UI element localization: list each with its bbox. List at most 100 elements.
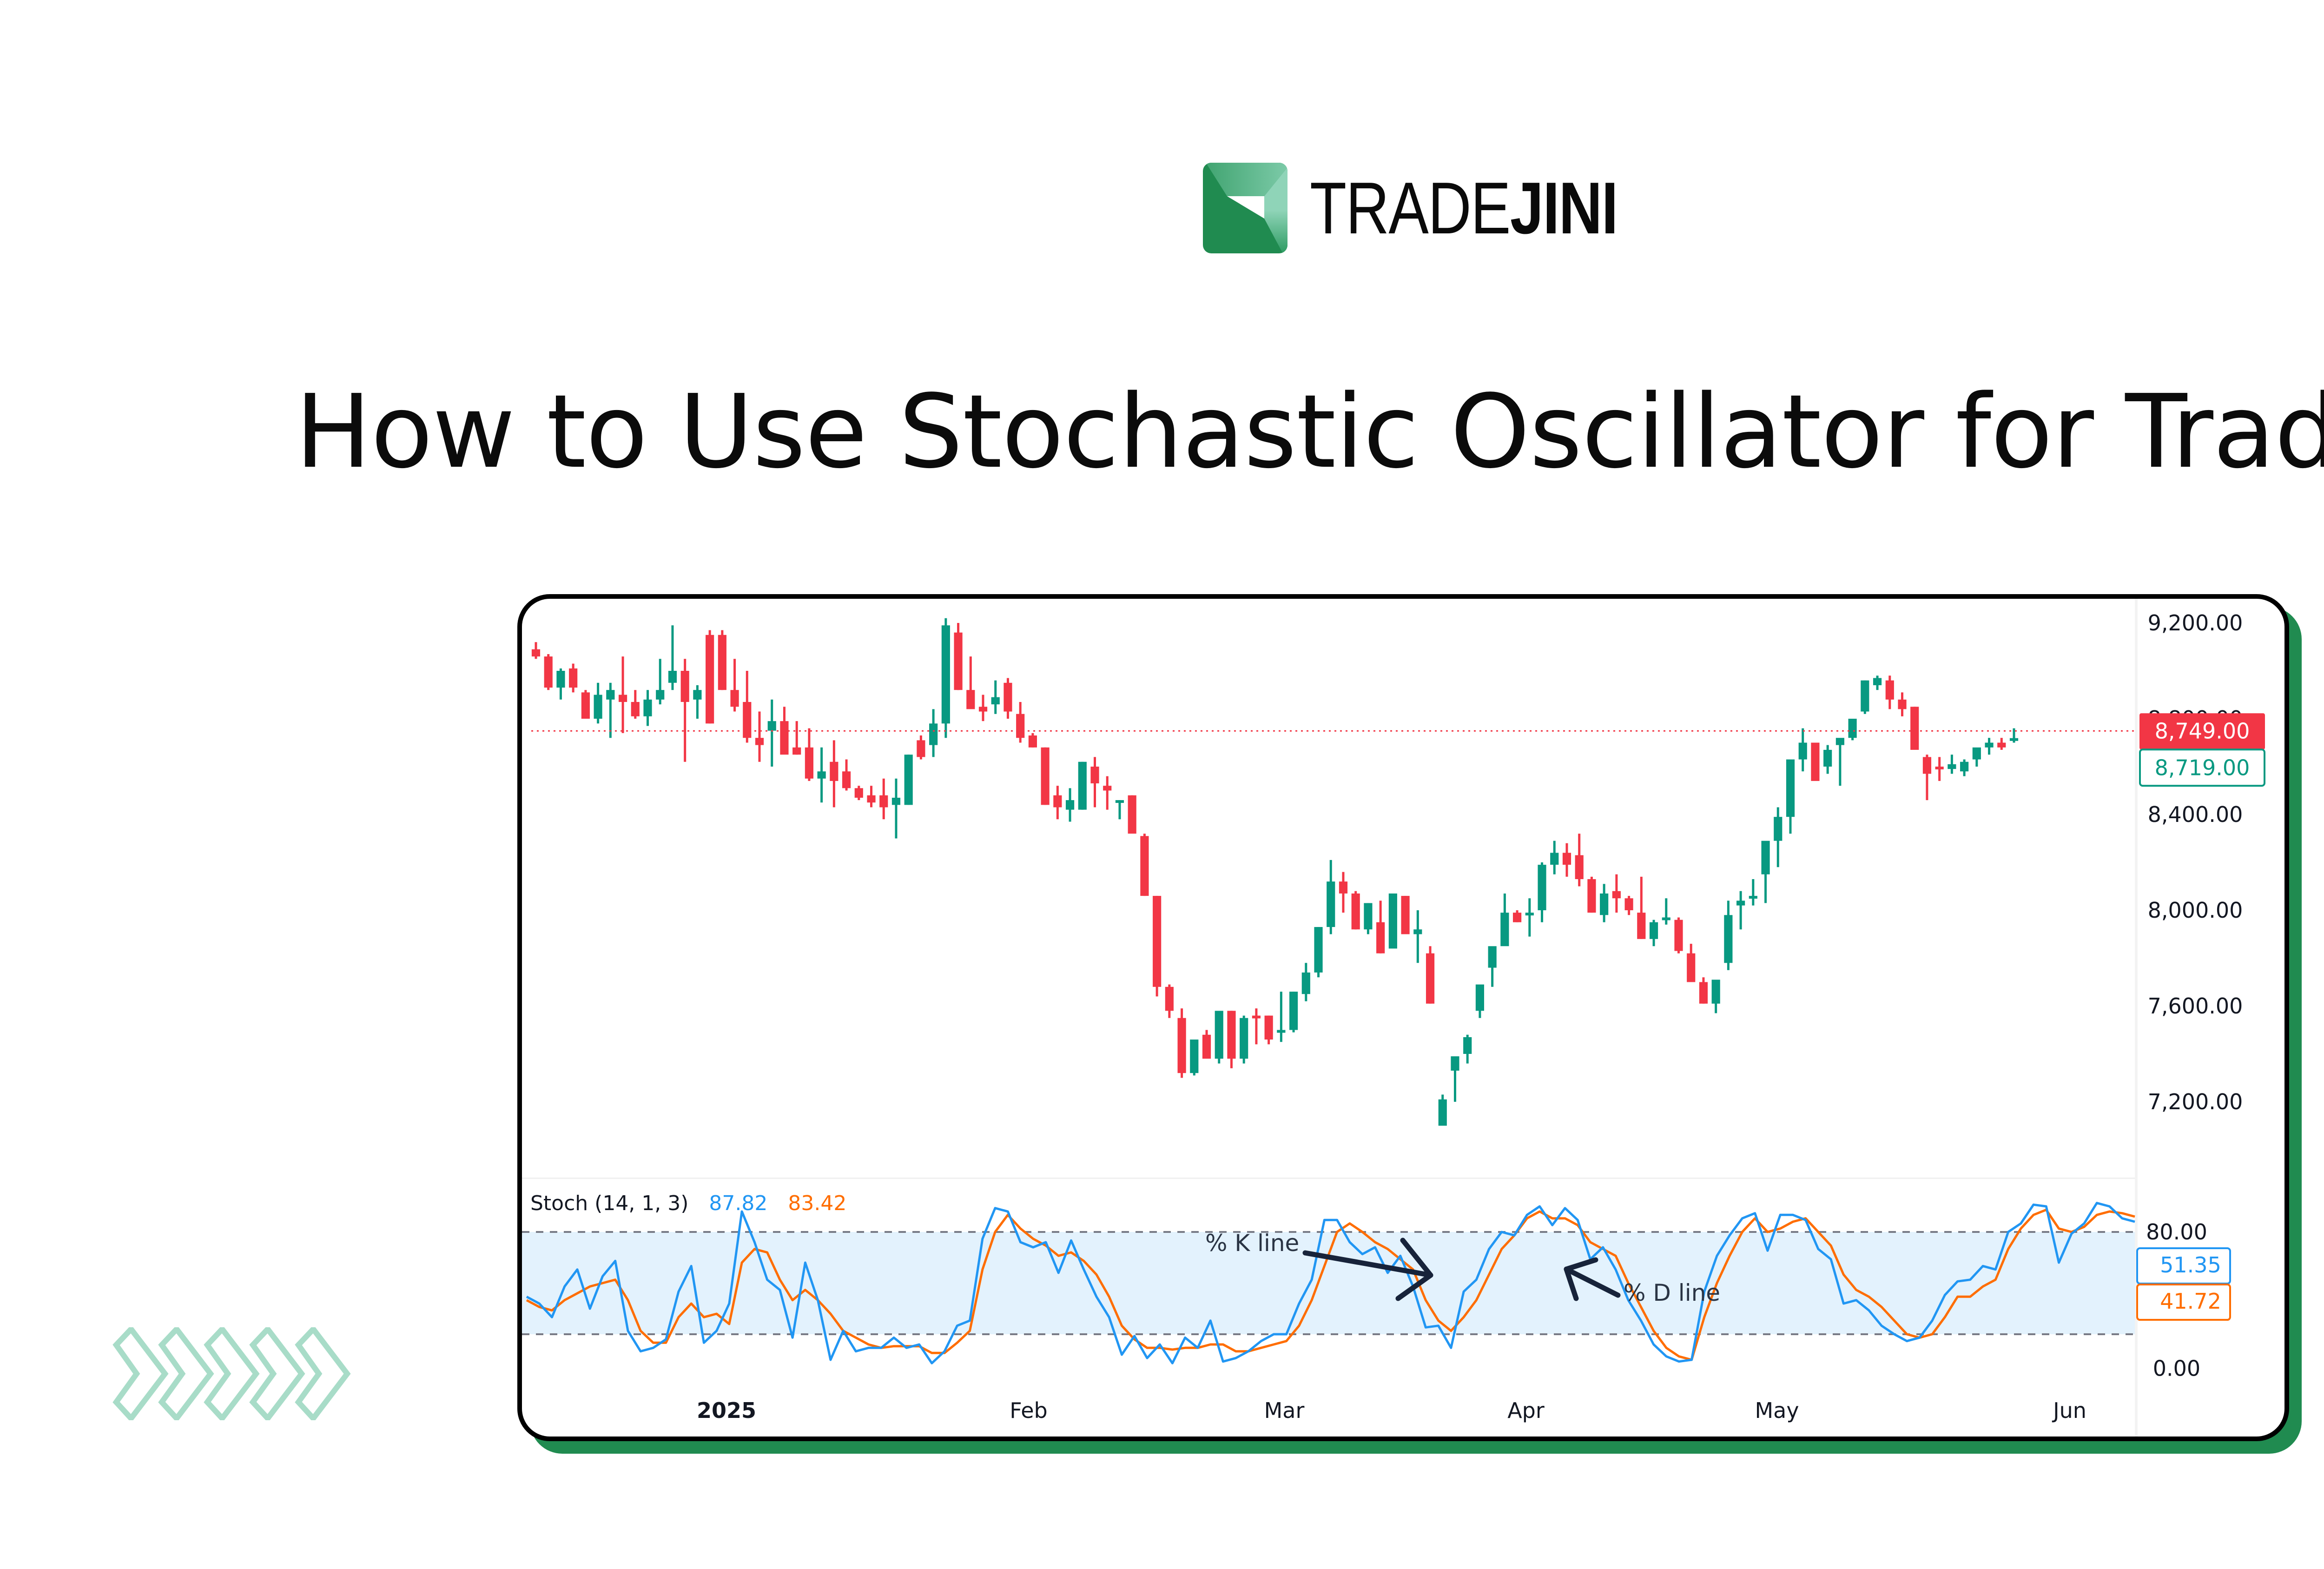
candle xyxy=(1985,742,1994,748)
candle xyxy=(531,649,541,657)
candle xyxy=(668,671,677,683)
candle xyxy=(1861,680,1869,712)
stoch-tick-label: 0.00 xyxy=(2153,1356,2200,1381)
chevron-icon xyxy=(204,1327,260,1420)
candle xyxy=(1538,865,1546,910)
candle xyxy=(1488,946,1497,968)
candle xyxy=(830,761,838,781)
last-price-tag xyxy=(2139,713,2265,750)
stoch-k-tag-label: 51.35 xyxy=(2160,1252,2221,1278)
candle xyxy=(1451,1056,1459,1071)
candle xyxy=(581,692,590,719)
candle xyxy=(1761,841,1770,874)
candle xyxy=(1749,896,1757,899)
candle xyxy=(1065,800,1075,810)
candle xyxy=(1426,953,1435,1004)
candle xyxy=(1811,742,1820,781)
candle xyxy=(1687,953,1696,982)
stoch-tick-label: 80.00 xyxy=(2146,1219,2207,1245)
candle xyxy=(780,721,789,755)
candle xyxy=(1115,800,1124,803)
candle xyxy=(1662,917,1670,920)
candle xyxy=(978,707,988,712)
candle xyxy=(867,795,876,803)
candle xyxy=(1736,900,1745,906)
candle xyxy=(556,671,565,688)
stock-chart[interactable]: 9,200.008,800.008,400.008,000.007,600.00… xyxy=(522,599,2284,1437)
brand-name-light: TRADE xyxy=(1310,167,1511,249)
candle xyxy=(792,747,801,755)
candle xyxy=(1339,881,1348,894)
candle xyxy=(1699,982,1708,1004)
candle xyxy=(854,788,863,798)
brand-wordmark: TRADEJINI xyxy=(1310,171,1618,245)
candle xyxy=(1413,929,1422,934)
candle xyxy=(2009,738,2019,741)
candle xyxy=(1898,699,1907,709)
candle xyxy=(1351,893,1360,930)
candle xyxy=(1153,896,1162,987)
candle xyxy=(817,771,826,779)
candle xyxy=(1463,1037,1472,1054)
k-line-label: % K line xyxy=(1205,1230,1299,1257)
candle xyxy=(1786,759,1795,817)
candle xyxy=(1053,795,1062,808)
candle xyxy=(730,690,739,707)
time-tick-label: Apr xyxy=(1507,1398,1545,1423)
candle xyxy=(1835,738,1844,745)
candle xyxy=(656,690,665,700)
stoch-k-line xyxy=(526,1202,2135,1364)
candle xyxy=(631,702,640,716)
time-tick-label: Mar xyxy=(1264,1398,1305,1423)
close-price-tag xyxy=(2139,748,2265,787)
candle xyxy=(1711,980,1720,1004)
candle xyxy=(755,738,764,745)
candle xyxy=(1612,891,1621,899)
stoch-legend: Stoch (14, 1, 3) 87.82 83.42 xyxy=(530,1192,846,1215)
candle xyxy=(1525,913,1534,916)
candle xyxy=(991,697,1000,705)
candle xyxy=(1401,896,1410,934)
candle xyxy=(891,797,901,805)
candle xyxy=(904,755,913,805)
price-tags: 8,749.00 8,719.00 xyxy=(531,713,2265,787)
candle xyxy=(1202,1034,1211,1059)
candle xyxy=(1016,714,1025,738)
candle xyxy=(954,632,963,690)
candle xyxy=(743,702,752,738)
candle xyxy=(1103,786,1112,791)
candle xyxy=(1674,920,1683,951)
candle xyxy=(1823,749,1832,767)
candle xyxy=(680,671,689,702)
candle xyxy=(842,771,851,788)
candle xyxy=(618,695,627,702)
price-axis: 9,200.008,800.008,400.008,000.007,600.00… xyxy=(2148,610,2243,1114)
candle xyxy=(1600,893,1609,915)
chevron-icon xyxy=(295,1327,351,1420)
d-line-label: % D line xyxy=(1624,1279,1720,1306)
brand-name-bold: JINI xyxy=(1510,167,1618,249)
page-title: How to Use Stochastic Oscillator for Tra… xyxy=(295,373,2324,491)
candle xyxy=(1587,879,1596,913)
chevron-icon xyxy=(158,1327,214,1420)
candle xyxy=(544,656,553,688)
candle xyxy=(1637,913,1646,939)
candle xyxy=(1649,922,1658,939)
candle xyxy=(1873,678,1882,685)
pane-separator xyxy=(522,1178,2135,1179)
candle xyxy=(1960,761,1969,772)
candle xyxy=(966,690,975,709)
candle xyxy=(1165,986,1174,1011)
candle xyxy=(643,699,652,716)
stochastic-pane xyxy=(522,1202,2135,1364)
candle xyxy=(1475,984,1485,1011)
candle xyxy=(767,721,776,731)
candle xyxy=(1140,836,1149,896)
candle xyxy=(1550,853,1559,865)
candle xyxy=(1935,767,1944,769)
arrow-right-icon xyxy=(1302,1238,1433,1301)
price-tick-label: 8,400.00 xyxy=(2148,802,2243,827)
candle xyxy=(1004,682,1012,712)
candle xyxy=(1128,795,1136,834)
candle xyxy=(1264,1015,1273,1040)
